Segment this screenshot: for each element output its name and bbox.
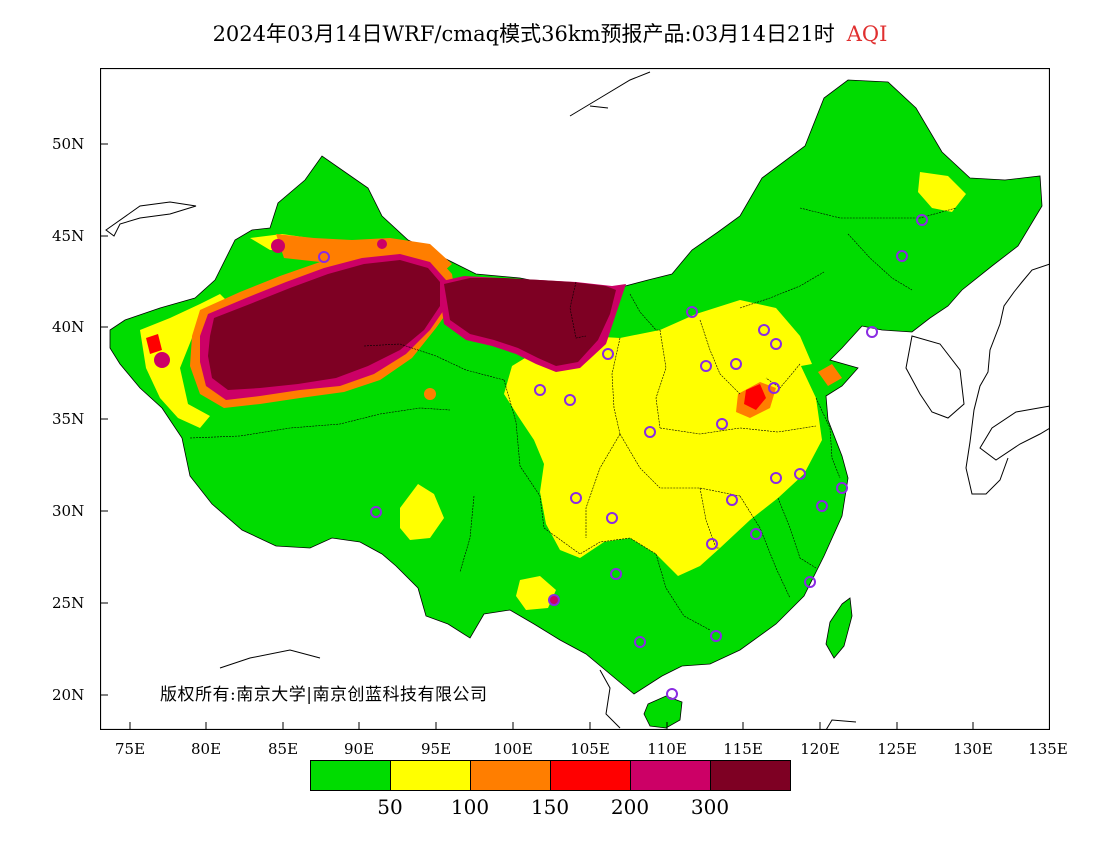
station-marker	[666, 688, 678, 700]
legend-label-150: 150	[530, 795, 570, 819]
purple-hotspot-west	[154, 352, 170, 368]
aqi-map	[100, 68, 1050, 730]
station-marker	[866, 326, 878, 338]
lat-label-45n: 45N	[52, 227, 85, 245]
map-title: 2024年03月14日WRF/cmaq模式36km预报产品:03月14日21时 A…	[0, 18, 1100, 48]
station-marker	[836, 482, 848, 494]
lon-ticks	[129, 722, 974, 730]
lon-label-115e: 115E	[723, 740, 763, 758]
legend-label-100: 100	[450, 795, 490, 819]
orange-zone-east-coast	[818, 364, 842, 386]
station-marker	[644, 426, 656, 438]
lon-label-80e: 80E	[190, 740, 222, 758]
lon-label-120e: 120E	[800, 740, 840, 758]
maroon-zone-tarim	[208, 260, 440, 390]
station-marker	[602, 348, 614, 360]
station-marker	[700, 360, 712, 372]
orange-hotspot-tibet	[424, 388, 436, 400]
legend-label-200: 200	[610, 795, 650, 819]
red-hotspot-shandong	[744, 384, 766, 410]
map-canvas	[100, 68, 1050, 730]
station-marker	[794, 468, 806, 480]
legend-swatch-200-300	[630, 760, 711, 791]
legend-swatch-300-plus	[710, 760, 791, 791]
legend-label-300: 300	[690, 795, 730, 819]
lat-ticks	[100, 143, 108, 696]
lat-label-40n: 40N	[52, 318, 85, 336]
lon-label-100e: 100E	[493, 740, 533, 758]
purple-hotspot-north2	[377, 239, 387, 249]
station-marker	[804, 576, 816, 588]
station-marker	[716, 418, 728, 430]
lat-label-50n: 50N	[52, 135, 85, 153]
station-marker	[570, 492, 582, 504]
station-marker	[758, 324, 770, 336]
legend-swatch-150-200	[550, 760, 631, 791]
yellow-zone-northeast	[918, 172, 966, 212]
station-marker	[610, 568, 622, 580]
neighbor-coastlines	[105, 71, 1050, 730]
legend-swatch-0-50	[310, 760, 391, 791]
purple-hotspot-north	[271, 239, 285, 253]
station-marker	[770, 338, 782, 350]
station-markers	[318, 214, 928, 700]
station-marker	[548, 594, 560, 606]
station-marker	[606, 512, 618, 524]
title-variable: AQI	[846, 22, 888, 46]
station-marker	[896, 250, 908, 262]
station-marker	[634, 636, 646, 648]
lon-label-75e: 75E	[114, 740, 146, 758]
yellow-zone-central	[504, 320, 822, 576]
station-marker	[710, 630, 722, 642]
yellow-zone-tibet	[400, 484, 444, 540]
station-marker	[768, 382, 780, 394]
station-marker	[816, 500, 828, 512]
lon-label-95e: 95E	[420, 740, 452, 758]
yellow-zone-yunnan	[516, 576, 556, 610]
taiwan-island	[825, 597, 853, 659]
lon-label-105e: 105E	[570, 740, 610, 758]
maroon-zone-gobi	[444, 278, 616, 366]
legend-label-50: 50	[377, 795, 403, 819]
lon-label-85e: 85E	[267, 740, 299, 758]
station-marker	[534, 384, 546, 396]
lon-label-110e: 110E	[647, 740, 687, 758]
station-marker	[730, 358, 742, 370]
legend-swatch-50-100	[390, 760, 471, 791]
station-marker	[564, 394, 576, 406]
purple-hotspot-yunnan	[549, 595, 559, 605]
station-marker	[706, 538, 718, 550]
station-marker	[916, 214, 928, 226]
lat-label-30n: 30N	[52, 502, 85, 520]
lat-label-35n: 35N	[52, 410, 85, 428]
legend-swatch-100-150	[470, 760, 551, 791]
red-hotspot-west	[146, 334, 162, 354]
lon-label-90e: 90E	[343, 740, 375, 758]
yellow-zone-west-ring	[140, 294, 230, 428]
station-marker	[686, 306, 698, 318]
copyright-text: 版权所有:南京大学|南京创蓝科技有限公司	[160, 685, 488, 705]
title-text: 2024年03月14日WRF/cmaq模式36km预报产品:03月14日21时	[212, 22, 835, 46]
station-marker	[726, 494, 738, 506]
lon-label-135e: 135E	[1028, 740, 1068, 758]
station-marker	[370, 506, 382, 518]
lon-label-130e: 130E	[953, 740, 993, 758]
lon-label-125e: 125E	[877, 740, 917, 758]
station-marker	[770, 472, 782, 484]
station-marker	[318, 251, 330, 263]
lat-label-20n: 20N	[52, 686, 85, 704]
station-marker	[750, 528, 762, 540]
yellow-zone-north-plain	[660, 300, 812, 368]
lat-label-25n: 25N	[52, 594, 85, 612]
